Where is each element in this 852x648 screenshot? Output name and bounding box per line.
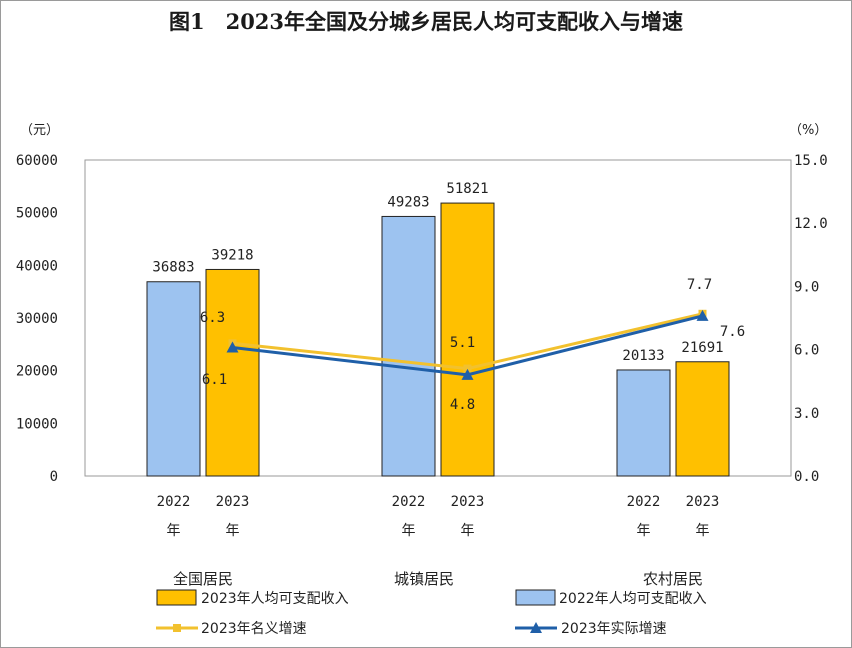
real-growth-label: 6.1 — [202, 372, 227, 388]
bar-2022 — [146, 281, 201, 477]
y2-tick-label: 6.0 — [794, 343, 819, 359]
y-tick-label: 50000 — [16, 206, 58, 222]
category-label: 农村居民 — [643, 570, 703, 588]
bar-2023 — [205, 268, 260, 477]
y2-tick-label: 9.0 — [794, 279, 819, 295]
legend-swatch-2023-income — [156, 589, 197, 606]
x-year-label: 2022 — [157, 494, 191, 510]
bar-2023 — [440, 202, 495, 477]
real-growth-point — [696, 309, 709, 321]
x-year-unit-label: 年 — [637, 523, 651, 539]
bar-value-label: 39218 — [211, 247, 253, 263]
x-year-label: 2023 — [451, 494, 485, 510]
legend-swatch-2022-income — [515, 589, 556, 606]
legend-label-2022-income: 2022年人均可支配收入 — [559, 591, 707, 607]
y-tick-label: 30000 — [16, 311, 58, 327]
x-year-label: 2023 — [216, 494, 250, 510]
y2-axis-unit-label: （%） — [789, 123, 827, 138]
y2-tick-label: 0.0 — [794, 469, 819, 485]
bar-2022 — [381, 215, 436, 477]
y-axis-unit-label: （元） — [20, 123, 59, 138]
bar-value-label: 51821 — [446, 181, 488, 197]
real-growth-label: 4.8 — [450, 397, 475, 413]
category-label: 全国居民 — [173, 570, 233, 588]
y2-tick-label: 12.0 — [794, 216, 828, 232]
nominal-growth-label: 5.1 — [450, 335, 475, 351]
legend-label-2023-income: 2023年人均可支配收入 — [201, 591, 349, 607]
y-tick-label: 0 — [50, 469, 58, 485]
legend-marker-real-growth — [530, 622, 542, 633]
bar-value-label: 21691 — [681, 340, 723, 356]
y2-tick-label: 3.0 — [794, 406, 819, 422]
y-tick-label: 20000 — [16, 364, 58, 380]
bar-2022 — [616, 369, 671, 477]
chart-title: 图1 2023年全国及分城乡居民人均可支配收入与增速 — [169, 9, 683, 34]
nominal-growth-label: 6.3 — [200, 310, 225, 326]
category-label: 城镇居民 — [394, 570, 454, 588]
legend-label-real-growth: 2023年实际增速 — [561, 621, 667, 637]
y2-tick-label: 15.0 — [794, 153, 828, 169]
plot-area-border — [84, 159, 792, 477]
x-year-label: 2022 — [627, 494, 661, 510]
x-year-unit-label: 年 — [696, 523, 710, 539]
real-growth-point — [461, 368, 474, 380]
bar-value-label: 36883 — [152, 260, 194, 276]
nominal-growth-label: 7.7 — [687, 277, 712, 293]
y-tick-label: 60000 — [16, 153, 58, 169]
x-year-unit-label: 年 — [402, 523, 416, 539]
legend-marker-nominal-growth — [173, 624, 181, 632]
x-year-unit-label: 年 — [167, 523, 181, 539]
y-tick-label: 40000 — [16, 258, 58, 274]
bar-2023 — [675, 361, 730, 477]
nominal-growth-point — [463, 364, 472, 373]
bar-value-label: 49283 — [387, 194, 429, 210]
bar-value-label: 20133 — [622, 348, 664, 364]
real-growth-label: 7.6 — [720, 324, 745, 340]
legend-label-nominal-growth: 2023年名义增速 — [201, 621, 307, 637]
x-year-label: 2023 — [686, 494, 720, 510]
x-year-label: 2022 — [392, 494, 426, 510]
y-tick-label: 10000 — [16, 416, 58, 432]
x-year-unit-label: 年 — [461, 523, 475, 539]
x-year-unit-label: 年 — [226, 523, 240, 539]
real-growth-point — [226, 341, 239, 353]
